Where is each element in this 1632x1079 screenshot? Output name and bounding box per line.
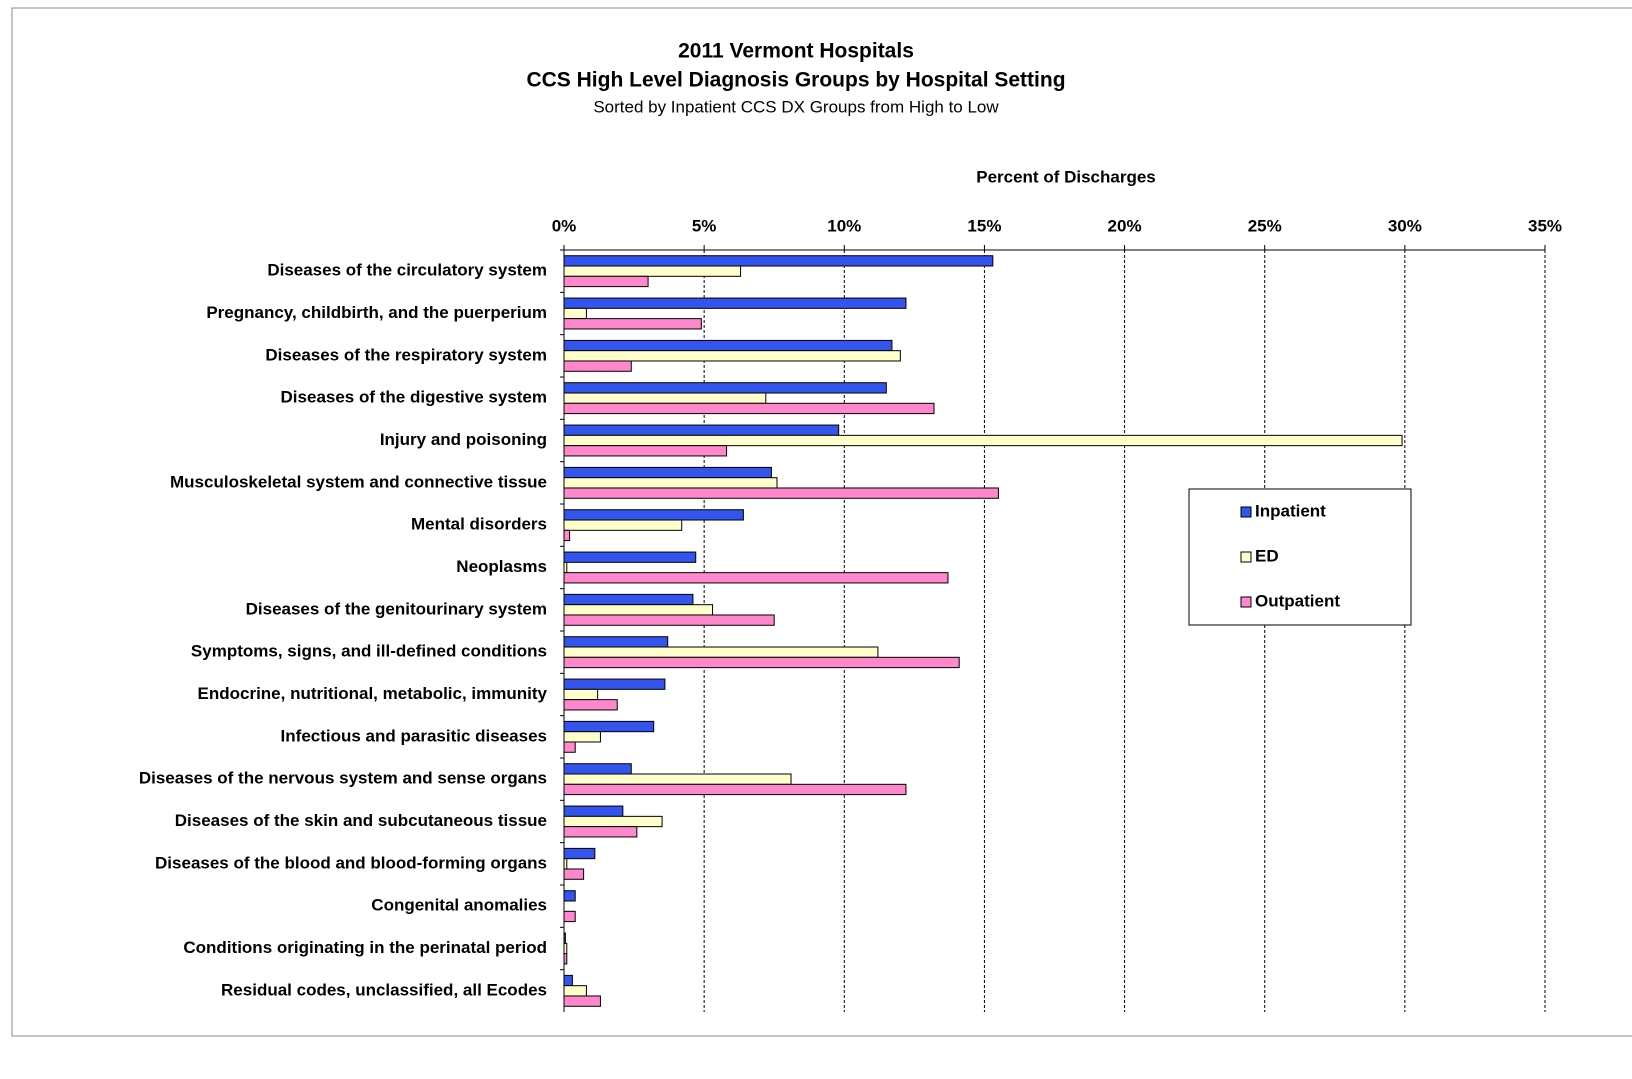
bar bbox=[563, 815, 663, 828]
bar bbox=[563, 509, 744, 521]
bar bbox=[563, 656, 960, 669]
bar bbox=[563, 339, 893, 352]
bar bbox=[563, 636, 669, 648]
y-tick-label: Pregnancy, childbirth, and the puerperiu… bbox=[206, 303, 547, 322]
bar bbox=[563, 805, 624, 817]
x-tick-label: 30% bbox=[1388, 216, 1422, 235]
bar bbox=[563, 350, 901, 362]
y-tick-label: Conditions originating in the perinatal … bbox=[183, 938, 547, 957]
bar bbox=[563, 932, 566, 944]
y-tick-label: Diseases of the genitourinary system bbox=[246, 599, 547, 618]
bar bbox=[563, 604, 714, 616]
y-tick-label: Diseases of the respiratory system bbox=[265, 345, 547, 364]
bar bbox=[563, 318, 702, 330]
bar bbox=[563, 382, 887, 394]
bar bbox=[563, 255, 994, 267]
bar bbox=[563, 487, 999, 499]
bar bbox=[563, 741, 576, 753]
bar bbox=[563, 847, 596, 860]
legend-label: Outpatient bbox=[1255, 591, 1340, 610]
bar bbox=[563, 360, 632, 372]
bar bbox=[563, 561, 568, 574]
legend-label: Inpatient bbox=[1255, 501, 1326, 520]
y-tick-label: Diseases of the nervous system and sense… bbox=[139, 769, 547, 788]
bar bbox=[563, 519, 683, 531]
chart-title: CCS High Level Diagnosis Groups by Hospi… bbox=[526, 69, 1065, 92]
bar bbox=[563, 953, 568, 965]
y-tick-label: Residual codes, unclassified, all Ecodes bbox=[221, 980, 547, 999]
bar bbox=[563, 424, 840, 436]
x-tick-label: 0% bbox=[552, 216, 577, 235]
bar bbox=[563, 392, 767, 404]
x-tick-label: 10% bbox=[827, 216, 861, 235]
y-tick-label: Neoplasms bbox=[456, 557, 547, 576]
bar bbox=[563, 763, 632, 775]
chart-frame bbox=[11, 7, 1632, 1037]
bar bbox=[563, 572, 949, 584]
y-tick-label: Infectious and parasitic diseases bbox=[281, 726, 547, 745]
chart-title: 2011 Vermont Hospitals bbox=[678, 40, 914, 63]
legend-swatch bbox=[1240, 551, 1252, 563]
bar bbox=[563, 477, 778, 489]
bar bbox=[563, 434, 1403, 447]
y-tick-label: Endocrine, nutritional, metabolic, immun… bbox=[198, 684, 548, 703]
x-tick-label: 15% bbox=[967, 216, 1001, 235]
bar bbox=[563, 985, 587, 997]
y-tick-label: Injury and poisoning bbox=[380, 430, 547, 449]
bar bbox=[563, 307, 587, 320]
y-tick-label: Musculoskeletal system and connective ti… bbox=[170, 472, 547, 491]
bar bbox=[563, 890, 576, 902]
y-tick-label: Symptoms, signs, and ill-defined conditi… bbox=[191, 642, 547, 661]
y-tick-label: Mental disorders bbox=[411, 515, 547, 534]
bar bbox=[563, 773, 792, 785]
bar bbox=[563, 731, 601, 743]
bar bbox=[563, 826, 638, 838]
x-tick-label: 5% bbox=[692, 216, 717, 235]
bar bbox=[563, 402, 935, 415]
bar bbox=[563, 646, 879, 658]
y-tick-label: Diseases of the circulatory system bbox=[267, 261, 547, 280]
legend-box bbox=[1188, 488, 1412, 626]
bar bbox=[563, 974, 573, 987]
bar bbox=[563, 868, 585, 880]
bar bbox=[563, 275, 649, 288]
bar bbox=[563, 445, 728, 457]
bar bbox=[563, 529, 571, 542]
bar bbox=[563, 783, 907, 796]
x-axis-label: Percent of Discharges bbox=[976, 167, 1156, 186]
legend-swatch bbox=[1240, 596, 1252, 608]
bar bbox=[563, 466, 772, 479]
bar bbox=[563, 699, 618, 711]
bar bbox=[563, 265, 742, 277]
bar bbox=[563, 720, 655, 733]
bar bbox=[563, 614, 775, 626]
y-tick-label: Diseases of the blood and blood-forming … bbox=[155, 853, 547, 872]
bar bbox=[563, 688, 599, 701]
y-tick-label: Diseases of the skin and subcutaneous ti… bbox=[175, 811, 547, 830]
bar bbox=[563, 910, 576, 923]
x-tick-label: 25% bbox=[1248, 216, 1282, 235]
y-tick-label: Congenital anomalies bbox=[371, 896, 547, 915]
bar bbox=[563, 593, 694, 606]
bar bbox=[563, 942, 568, 955]
legend-swatch bbox=[1240, 506, 1252, 518]
x-tick-label: 35% bbox=[1528, 216, 1562, 235]
chart-subtitle: Sorted by Inpatient CCS DX Groups from H… bbox=[593, 97, 999, 116]
legend-label: ED bbox=[1255, 546, 1279, 565]
bar bbox=[563, 297, 907, 309]
bar bbox=[563, 995, 601, 1007]
bar bbox=[563, 678, 666, 690]
x-tick-label: 20% bbox=[1108, 216, 1142, 235]
y-tick-label: Diseases of the digestive system bbox=[281, 388, 547, 407]
bar bbox=[563, 858, 568, 870]
bar bbox=[563, 551, 697, 563]
